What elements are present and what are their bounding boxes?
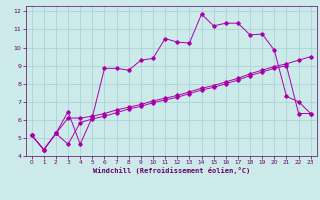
X-axis label: Windchill (Refroidissement éolien,°C): Windchill (Refroidissement éolien,°C) xyxy=(92,167,250,174)
